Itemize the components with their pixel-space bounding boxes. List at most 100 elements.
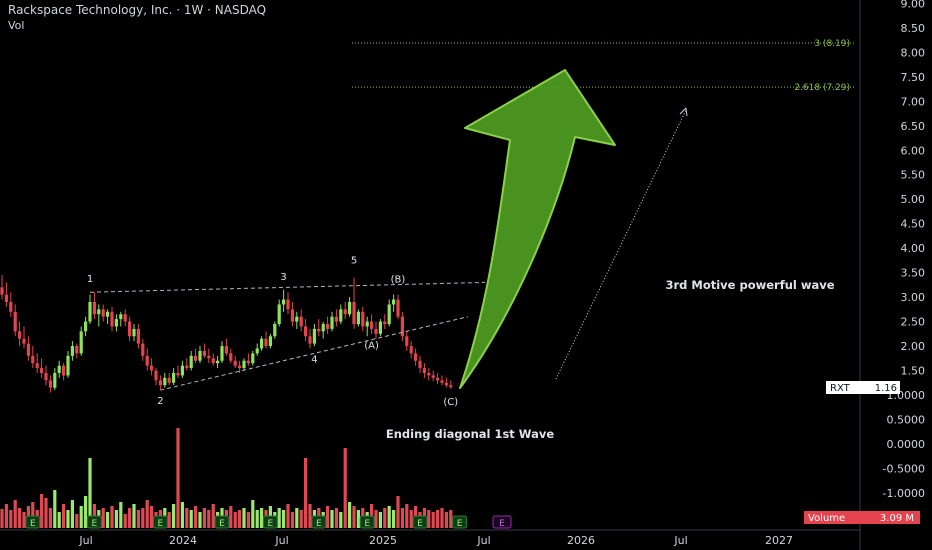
candle-body	[9, 301, 13, 312]
chart-header: Rackspace Technology, Inc. · 1W · NASDAQ…	[8, 3, 266, 33]
candle-body	[286, 299, 290, 310]
candle-body	[405, 336, 409, 347]
time-tick-label: Jul	[78, 534, 92, 547]
price-tick-label: 0.5000	[887, 413, 926, 426]
volume-bar	[251, 500, 255, 528]
volume-bar	[198, 512, 202, 528]
candle-body	[334, 316, 338, 322]
volume-bar	[0, 509, 4, 528]
volume-bar	[123, 514, 127, 528]
price-tick-label: 3.00	[901, 291, 926, 304]
candle-body	[330, 316, 334, 329]
earnings-badge-label: E	[268, 519, 274, 529]
volume-bar	[119, 502, 123, 528]
earnings-badge-label: E	[417, 519, 423, 529]
candle-body	[400, 316, 404, 337]
candle-body	[339, 309, 343, 322]
candle-body	[26, 343, 30, 356]
price-tick-label: 2.50	[901, 316, 926, 329]
volume-bar	[352, 506, 356, 528]
candle-body	[70, 346, 74, 356]
candle-body	[427, 372, 431, 376]
candle-body	[282, 299, 286, 305]
volume-bar	[405, 504, 409, 528]
candle-body	[44, 372, 48, 381]
candle-body	[97, 309, 101, 315]
candle-body	[101, 309, 105, 317]
volume-bar	[299, 510, 303, 528]
candle-body	[13, 311, 17, 332]
candle-body	[220, 346, 224, 361]
candle-body	[114, 319, 118, 327]
last-price-tag	[826, 381, 900, 394]
candle-body	[180, 365, 184, 376]
volume-bar	[70, 500, 74, 528]
volume-indicator-label: Vol	[8, 19, 25, 32]
candle-body	[75, 346, 79, 354]
candle-body	[260, 338, 264, 349]
candle-body	[66, 355, 70, 376]
time-tick-label: 2025	[369, 534, 397, 547]
candle-body	[348, 301, 352, 315]
volume-bar	[180, 502, 184, 528]
candle-body	[378, 321, 382, 334]
volume-bar	[57, 512, 61, 528]
volume-bar	[427, 510, 431, 528]
price-tick-label: 2.00	[901, 340, 926, 353]
volume-bar	[40, 494, 44, 528]
volume-bar	[141, 508, 145, 528]
price-tick-label: 3.50	[901, 267, 926, 280]
candle-body	[194, 355, 198, 361]
candle-body	[326, 324, 330, 329]
volume-bar	[383, 508, 387, 528]
volume-bar	[229, 506, 233, 528]
price-tick-label: 1.50	[901, 365, 926, 378]
candle-body	[299, 316, 303, 327]
volume-bar	[330, 510, 334, 528]
volume-bar	[136, 510, 140, 528]
price-tick-label: 5.00	[901, 193, 926, 206]
earnings-badge	[152, 515, 168, 529]
volume-bar	[176, 428, 180, 528]
volume-bar	[339, 512, 343, 528]
candle-body	[233, 360, 237, 366]
price-tick-label: 4.00	[901, 242, 926, 255]
volume-bar	[304, 458, 308, 528]
candle-body	[224, 346, 228, 354]
candle-body	[444, 382, 448, 386]
time-tick-label: 2024	[169, 534, 197, 547]
candle-body	[409, 346, 413, 354]
volume-bar	[75, 514, 79, 528]
wave-label: (A)	[364, 340, 379, 351]
earnings-badge-future	[492, 515, 512, 529]
volume-bar	[396, 496, 400, 528]
volume-bar	[436, 510, 440, 528]
volume-bar	[374, 510, 378, 528]
candle-body	[268, 336, 272, 347]
earnings-badge	[214, 515, 230, 529]
volume-bar	[202, 508, 206, 528]
candle-body	[141, 343, 145, 356]
candle-body	[119, 314, 123, 320]
candle-body	[158, 380, 162, 386]
candle-body	[123, 314, 127, 322]
volume-bar	[145, 500, 149, 528]
candle-body	[273, 324, 277, 337]
candle-body	[92, 301, 96, 315]
candle-body	[202, 350, 206, 356]
volume-bar	[295, 508, 299, 528]
fib-level-label: 3 (8.19)	[814, 39, 850, 49]
volume-bar	[444, 512, 448, 528]
volume-bar	[277, 508, 281, 528]
volume-bar	[101, 508, 105, 528]
earnings-badge	[452, 515, 468, 529]
volume-bar	[392, 510, 396, 528]
candle-body	[48, 380, 52, 388]
volume-bar	[242, 508, 246, 528]
candle-body	[238, 365, 242, 369]
candle-body	[18, 331, 22, 339]
candle-body	[84, 321, 88, 332]
candle-body	[57, 365, 61, 373]
candle-body	[440, 380, 444, 383]
